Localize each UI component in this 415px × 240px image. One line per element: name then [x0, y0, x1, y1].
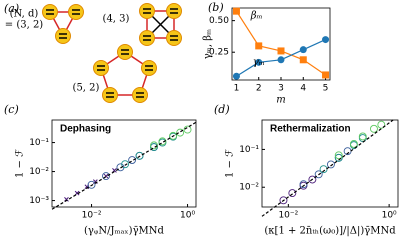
point	[232, 72, 240, 80]
point	[158, 137, 167, 146]
node	[55, 28, 71, 44]
y-tick-label: 10⁻²	[239, 183, 259, 193]
point	[377, 120, 386, 129]
point	[326, 160, 335, 169]
x-tick-label: 10⁻²	[278, 211, 298, 221]
node	[93, 60, 109, 76]
point	[128, 156, 137, 164]
node	[141, 60, 157, 76]
point	[334, 151, 343, 160]
point	[232, 7, 240, 15]
node	[166, 3, 182, 19]
y-axis-label: 1 − ℱ	[225, 149, 236, 178]
y-axis-label: 1 − ℱ	[15, 149, 26, 178]
x-tick-label: 4	[300, 84, 306, 94]
point	[288, 189, 297, 198]
point	[322, 36, 330, 44]
y-tick-label: 10⁻²	[29, 167, 49, 177]
plot-frame	[51, 119, 197, 208]
point	[255, 42, 263, 50]
graph-label: = (3, 2)	[5, 20, 44, 31]
node	[42, 4, 58, 20]
point	[176, 128, 185, 137]
x-tick-label: 10⁰	[180, 211, 195, 221]
point	[277, 47, 285, 55]
series-label: βₘ	[250, 10, 263, 21]
point	[150, 141, 158, 150]
point	[169, 131, 178, 140]
node	[132, 87, 148, 103]
x-tick-label: 2	[256, 84, 262, 94]
node	[166, 30, 182, 46]
point	[349, 139, 358, 148]
y-axis-label: γₘ, βₘ	[203, 29, 214, 59]
panel-label: (d)	[214, 103, 230, 116]
point	[358, 134, 367, 142]
point	[299, 56, 307, 64]
point	[121, 160, 130, 169]
x-axis-label: m	[276, 95, 285, 106]
point	[87, 180, 96, 189]
point	[277, 56, 285, 64]
fit-line	[261, 119, 394, 217]
x-tick-label: 10⁰	[382, 211, 397, 221]
x-tick-label: 10⁻²	[82, 211, 102, 221]
point	[314, 170, 323, 179]
chart-title: Dephasing	[60, 124, 111, 135]
x-tick-label: 3	[278, 84, 284, 94]
node	[102, 87, 118, 103]
plot-frame	[261, 119, 399, 208]
y-tick-label: 10⁻³	[29, 196, 49, 206]
graph-label: (5, 2)	[73, 83, 100, 94]
point	[279, 196, 288, 205]
point	[322, 71, 330, 79]
point	[299, 180, 308, 189]
x-axis-label: (κ[1 + 2n̄ₜₕ(ω₀)]/|Δ|)γ̄MNd	[264, 226, 396, 237]
point	[135, 151, 144, 160]
y-tick-label: 0.50	[209, 16, 229, 26]
node	[139, 3, 155, 19]
y-tick-label: 0.25	[209, 48, 229, 58]
point	[370, 124, 378, 133]
point	[102, 172, 110, 181]
fit-line	[51, 121, 197, 210]
node	[139, 30, 155, 46]
node	[68, 4, 84, 20]
point	[334, 153, 343, 162]
point	[255, 58, 263, 66]
panel-label: (c)	[4, 103, 19, 116]
panel-label: (b)	[208, 1, 224, 14]
node	[117, 44, 133, 60]
graph-label: (N, d)	[10, 9, 39, 20]
chart-title: Rethermalization	[270, 124, 351, 135]
point	[299, 46, 307, 54]
point	[308, 175, 317, 184]
point	[358, 132, 367, 141]
x-axis-label: (γᵩN/Jₘₐₓ)γ̄MNd	[84, 226, 165, 237]
graph-label: (4, 3)	[103, 14, 130, 25]
y-tick-label: 10⁻¹	[29, 138, 49, 148]
x-tick-label: 1	[234, 84, 240, 94]
y-tick-label: 10⁻¹	[239, 145, 259, 155]
point	[183, 125, 192, 134]
x-tick-label: 5	[323, 84, 329, 94]
panel-label: (a)	[4, 2, 19, 15]
series-label: γₘ	[253, 57, 265, 68]
